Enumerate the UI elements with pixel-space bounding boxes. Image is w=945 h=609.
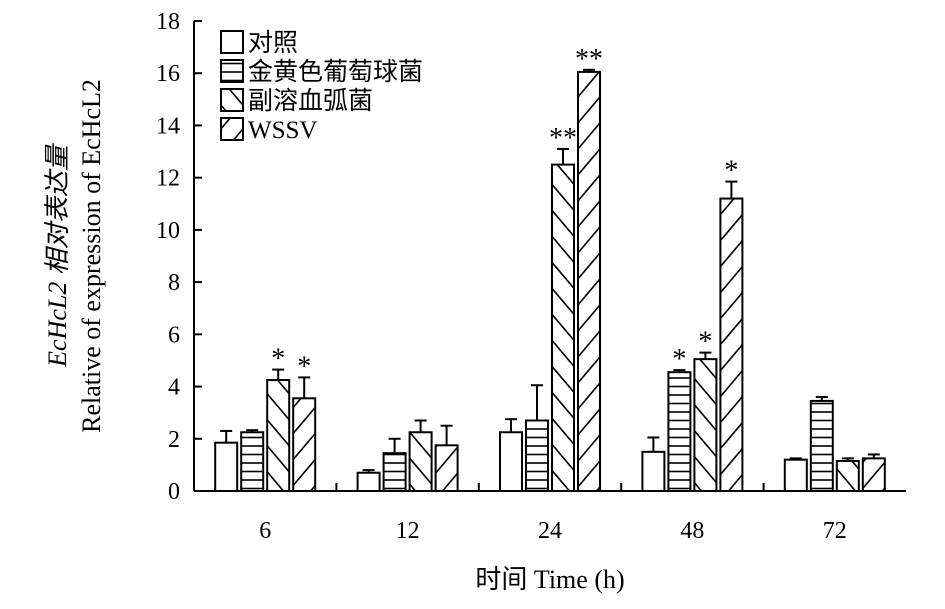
significance-marker: ** <box>549 123 577 154</box>
bar <box>861 457 886 493</box>
x-tick-label: 72 <box>823 518 847 544</box>
y-axis-label-line1: EcHcL2 相对表达量 <box>43 142 72 368</box>
significance-marker: ** <box>575 44 603 75</box>
y-tick-label: 16 <box>156 61 180 87</box>
x-axis-label: 时间 Time (h) <box>475 565 624 594</box>
y-tick-label: 12 <box>156 166 180 192</box>
significance-marker: * <box>297 351 311 382</box>
y-tick-label: 0 <box>168 479 180 505</box>
bar <box>499 431 523 492</box>
x-tick-label: 12 <box>396 518 420 544</box>
significance-marker: * <box>698 327 712 358</box>
bar <box>408 431 433 492</box>
bar <box>292 397 317 492</box>
legend-label: WSSV <box>248 117 317 144</box>
y-tick-label: 2 <box>168 427 180 453</box>
y-tick-label: 18 <box>156 9 180 35</box>
bar <box>382 452 407 492</box>
x-tick-label: 6 <box>259 518 271 544</box>
legend-swatch <box>220 59 244 83</box>
bar <box>835 459 860 493</box>
bar <box>641 450 666 493</box>
bar <box>783 458 808 492</box>
bar <box>356 471 381 493</box>
x-tick-label: 48 <box>680 518 704 544</box>
bar <box>809 399 834 492</box>
legend-swatch <box>220 30 244 54</box>
bar <box>525 419 549 492</box>
y-tick-label: 10 <box>156 218 180 244</box>
y-tick-label: 6 <box>168 322 180 348</box>
significance-marker: * <box>672 344 686 375</box>
x-tick-label: 24 <box>538 518 562 544</box>
legend-swatch <box>220 88 244 112</box>
legend-label: 对照 <box>248 29 298 57</box>
y-tick-label: 14 <box>156 113 180 139</box>
bar <box>667 371 692 493</box>
y-tick-label: 4 <box>168 375 180 401</box>
y-tick-label: 8 <box>168 270 180 296</box>
bar <box>551 163 575 492</box>
bar <box>240 431 265 492</box>
bar <box>214 441 239 493</box>
legend-label: 金黄色葡萄球菌 <box>248 58 423 86</box>
bar <box>719 197 744 493</box>
y-axis-label-line2: Relative of expression of EcHcL2 <box>77 79 106 433</box>
bar <box>693 358 718 492</box>
legend-swatch <box>220 117 244 141</box>
legend-label: 副溶血弧菌 <box>248 87 373 115</box>
bar <box>266 379 291 492</box>
significance-marker: * <box>271 344 285 375</box>
bar <box>434 444 459 492</box>
significance-marker: * <box>724 156 738 187</box>
bar <box>577 70 601 493</box>
